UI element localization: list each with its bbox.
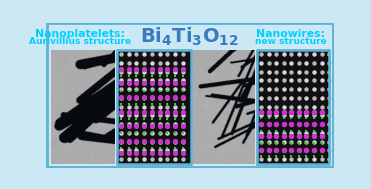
Text: new structure: new structure xyxy=(255,37,326,46)
Text: $\mathregular{Bi_4Ti_3O_{12}}$: $\mathregular{Bi_4Ti_3O_{12}}$ xyxy=(140,25,239,48)
Bar xyxy=(117,50,191,164)
Text: Aurivillius structure: Aurivillius structure xyxy=(29,37,132,46)
Bar xyxy=(257,50,329,164)
Text: Nanowires:: Nanowires: xyxy=(256,29,325,39)
Text: Nanoplatelets:: Nanoplatelets: xyxy=(36,29,125,39)
Bar xyxy=(117,50,191,164)
Bar xyxy=(257,50,329,164)
